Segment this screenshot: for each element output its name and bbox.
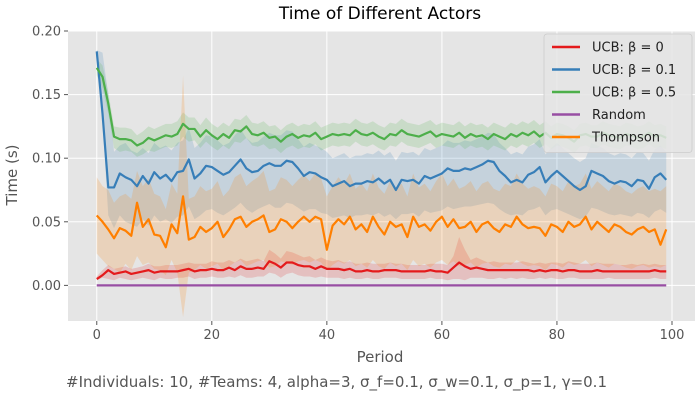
x-tick-label: 40 <box>319 328 336 343</box>
x-tick-label: 20 <box>204 328 221 343</box>
legend: UCB: β = 0 UCB: β = 0.1 UCB: β = 0.5 Random… <box>543 33 693 153</box>
series-1-band <box>96 50 667 229</box>
series-4-band <box>96 75 667 318</box>
y-tick-label: 0.00 <box>32 279 61 294</box>
y-axis-label: Time (s) <box>3 145 21 207</box>
x-tick-label: 60 <box>434 328 451 343</box>
y-tick-label: 0.15 <box>32 88 61 103</box>
legend-label: UCB: β = 0.1 <box>592 63 676 78</box>
x-axis-ticks: 0 20 40 60 80 100 <box>93 321 685 343</box>
x-tick-label: 100 <box>660 328 685 343</box>
legend-label: UCB: β = 0 <box>592 41 664 56</box>
y-axis-ticks: 0.00 0.05 0.10 0.15 0.20 <box>32 25 68 294</box>
legend-box <box>543 33 693 153</box>
series-4-line <box>95 195 668 251</box>
y-tick-label: 0.20 <box>32 25 61 40</box>
legend-label: Random <box>592 108 646 123</box>
y-tick-label: 0.05 <box>32 215 61 230</box>
legend-label: UCB: β = 0.5 <box>592 86 676 101</box>
y-tick-label: 0.10 <box>32 152 61 167</box>
series-0-line <box>96 260 667 280</box>
chart-caption: #Individuals: 10, #Teams: 4, alpha=3, σ_… <box>66 373 607 392</box>
chart-title: Time of Different Actors <box>278 4 481 24</box>
x-axis-label: Period <box>357 348 404 366</box>
x-tick-label: 80 <box>549 328 566 343</box>
series-1-line <box>95 51 668 192</box>
x-tick-label: 0 <box>93 328 101 343</box>
legend-label: Thompson <box>591 131 660 146</box>
